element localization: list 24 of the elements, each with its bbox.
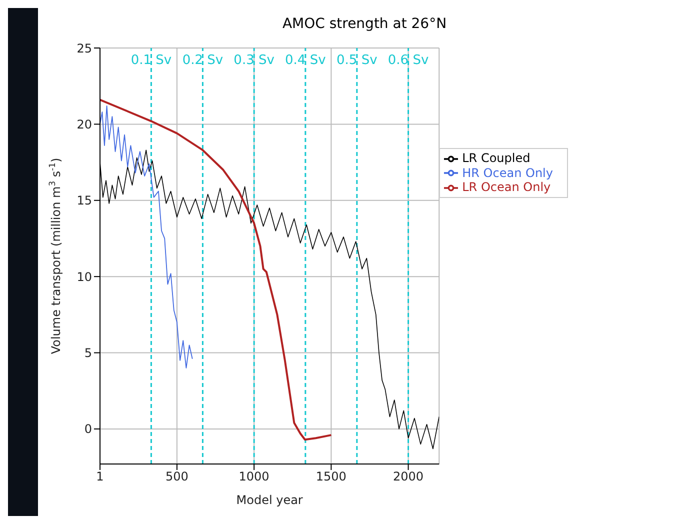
legend-label: LR Ocean Only <box>462 180 551 194</box>
legend-label: HR Ocean Only <box>462 166 553 180</box>
ref-line-label: 0.4 Sv <box>285 53 326 68</box>
ref-line-label: 0.2 Sv <box>182 53 224 68</box>
chart-title: AMOC strength at 26°N <box>281 15 448 34</box>
x-tick-label: 1 <box>96 470 104 484</box>
x-tick-label: 1000 <box>238 470 270 484</box>
y-tick-label: 25 <box>76 41 92 56</box>
ref-line-label: 0.1 Sv <box>130 53 172 68</box>
x-tick-label: 500 <box>166 470 188 484</box>
y-tick-label: 5 <box>84 346 92 360</box>
x-tick-label: 2000 <box>393 470 424 484</box>
line-series <box>100 105 193 368</box>
ref-line-label: 0.6 Sv <box>388 53 429 68</box>
y-tick-label: 20 <box>76 117 92 132</box>
ref-line-label: 0.3 Sv <box>234 53 275 68</box>
x-axis-title: Model year <box>236 493 303 507</box>
x-tick-label: 1500 <box>316 470 346 484</box>
y-tick-label: 10 <box>76 270 92 284</box>
line-series <box>100 98 332 441</box>
ref-line-label: 0.5 Sv <box>336 53 378 68</box>
y-tick-label: 0 <box>84 422 92 436</box>
legend-label: LR Coupled <box>462 151 530 165</box>
y-tick-label: 15 <box>76 194 92 208</box>
